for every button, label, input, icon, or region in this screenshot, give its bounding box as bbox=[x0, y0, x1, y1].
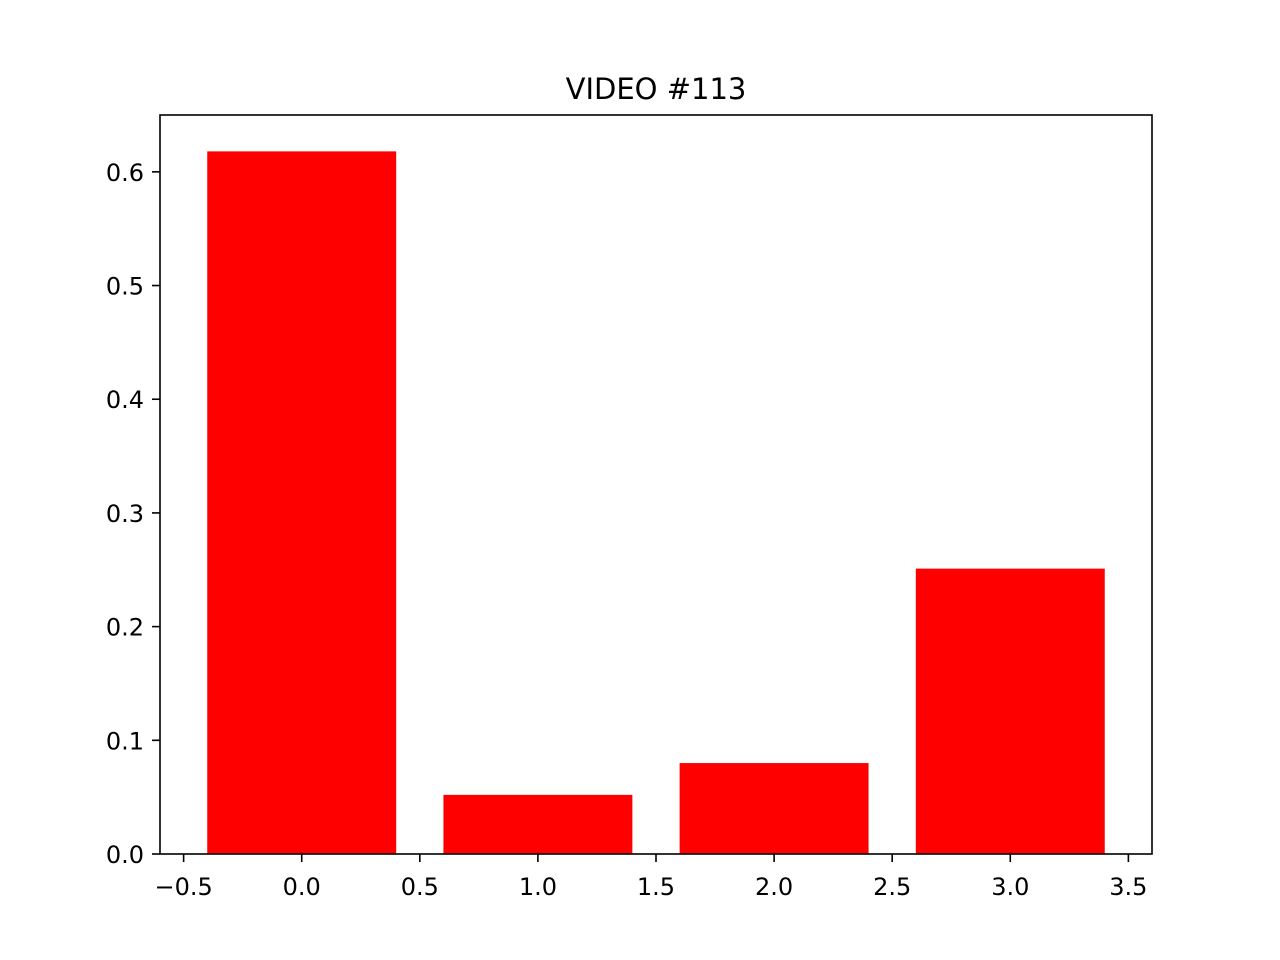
bars-group bbox=[207, 151, 1105, 854]
y-tick-label: 0.6 bbox=[106, 159, 144, 187]
bar-3 bbox=[915, 568, 1105, 854]
y-axis: 0.0 0.1 0.2 0.3 0.4 0.5 0.6 bbox=[106, 159, 160, 869]
y-tick-label: 0.5 bbox=[106, 273, 144, 301]
y-tick-label: 0.0 bbox=[106, 841, 144, 869]
x-tick-label: 1.0 bbox=[519, 873, 557, 901]
chart-title: VIDEO #113 bbox=[566, 72, 747, 106]
x-tick-label: 2.0 bbox=[755, 873, 793, 901]
x-tick-label: 0.5 bbox=[401, 873, 439, 901]
y-tick-label: 0.2 bbox=[106, 614, 144, 642]
bar-0 bbox=[207, 151, 397, 854]
y-tick-label: 0.1 bbox=[106, 727, 144, 755]
y-tick-label: 0.4 bbox=[106, 386, 144, 414]
y-tick-label: 0.3 bbox=[106, 500, 144, 528]
x-tick-label: 3.0 bbox=[991, 873, 1029, 901]
x-tick-label: 1.5 bbox=[637, 873, 675, 901]
x-tick-label: −0.5 bbox=[154, 873, 212, 901]
x-tick-label: 0.0 bbox=[283, 873, 321, 901]
bar-2 bbox=[679, 763, 869, 854]
x-axis: −0.5 0.0 0.5 1.0 1.5 2.0 2.5 3.0 3.5 bbox=[154, 854, 1147, 901]
plot-area: −0.5 0.0 0.5 1.0 1.5 2.0 2.5 3.0 3.5 0.00.10.20.… bbox=[106, 114, 1153, 901]
x-tick-label: 3.5 bbox=[1109, 873, 1147, 901]
bar-1 bbox=[443, 794, 633, 854]
x-tick-label: 2.5 bbox=[873, 873, 911, 901]
